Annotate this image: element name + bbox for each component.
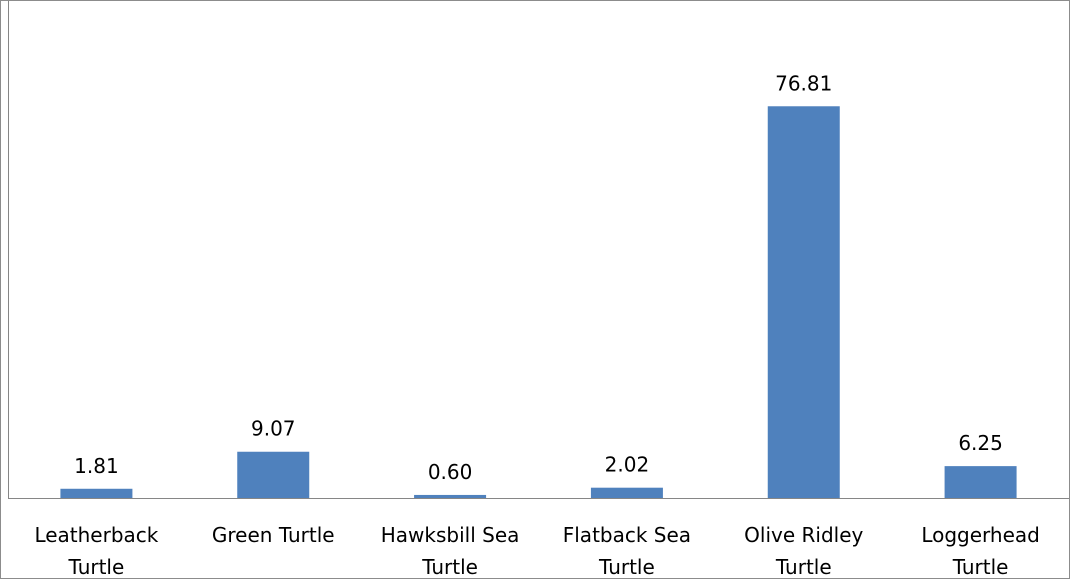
category-label-3-line-1: Turtle — [598, 555, 655, 579]
bar-2 — [414, 494, 487, 498]
category-label-4-line-0: Olive Ridley — [744, 523, 863, 547]
category-label-0-line-1: Turtle — [68, 555, 125, 579]
bar-4 — [767, 106, 840, 499]
data-label-0: 1.81 — [74, 454, 119, 478]
category-label-1-line-0: Green Turtle — [212, 523, 335, 547]
bar-0 — [60, 488, 133, 498]
data-label-3: 2.02 — [605, 453, 650, 477]
category-label-2-line-1: Turtle — [421, 555, 478, 579]
category-label-2-line-0: Hawksbill Sea — [381, 523, 520, 547]
category-label-3-line-0: Flatback Sea — [563, 523, 691, 547]
data-label-2: 0.60 — [428, 460, 473, 484]
category-label-0-line-0: Leatherback — [34, 523, 158, 547]
bar-5 — [944, 466, 1017, 498]
data-label-1: 9.07 — [251, 417, 296, 441]
bar-1 — [237, 451, 310, 498]
data-label-4: 76.81 — [775, 71, 832, 95]
category-label-5-line-1: Turtle — [952, 555, 1009, 579]
category-label-4-line-1: Turtle — [775, 555, 832, 579]
data-label-5: 6.25 — [958, 431, 1003, 455]
bar-3 — [590, 487, 663, 498]
category-label-5-line-0: Loggerhead — [921, 523, 1040, 547]
